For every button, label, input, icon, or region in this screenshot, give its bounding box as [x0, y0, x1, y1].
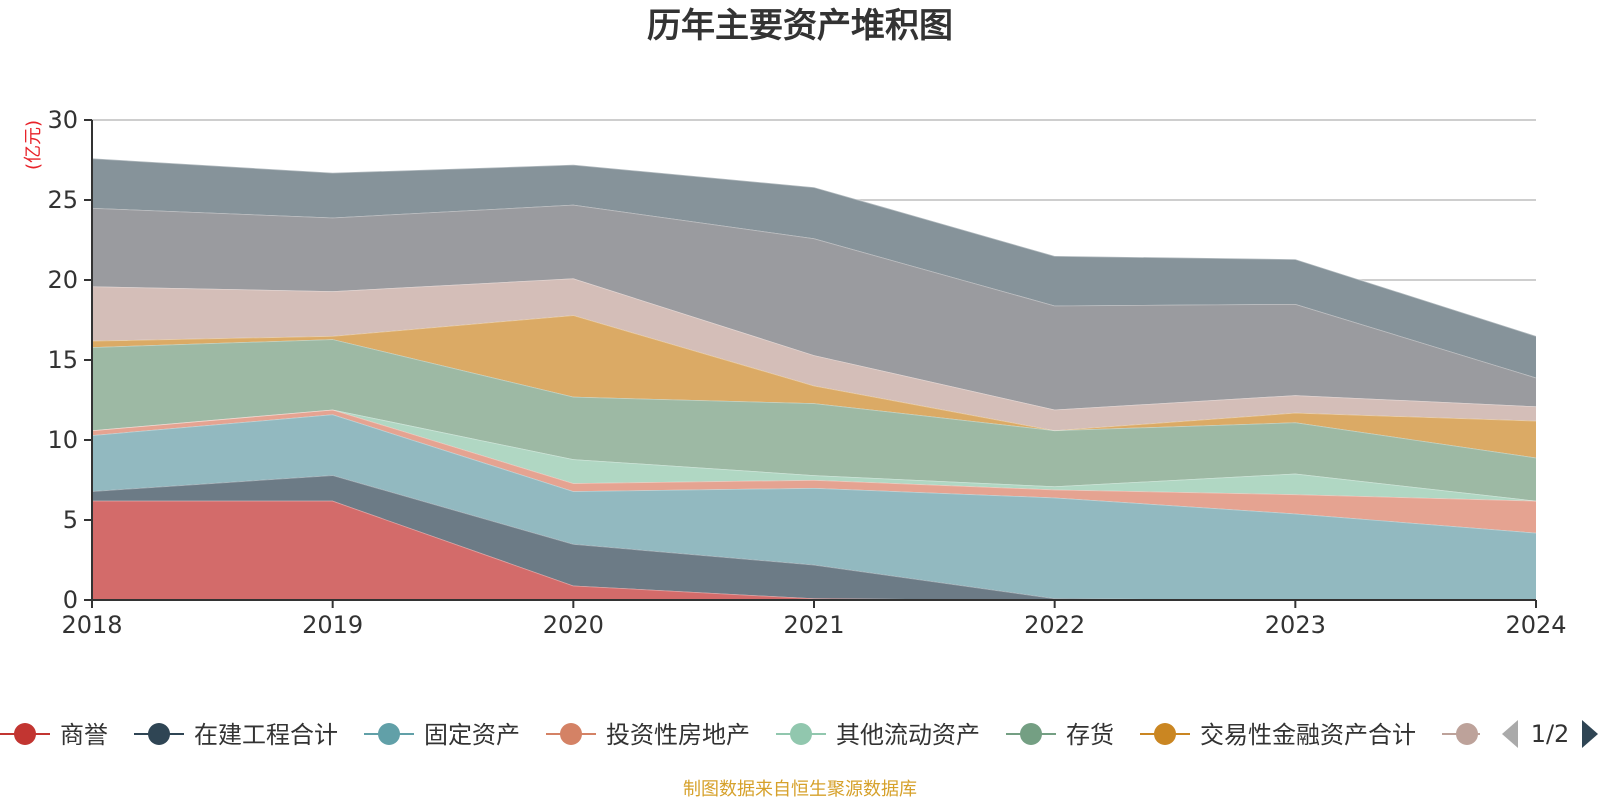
- area-series-2: [92, 475, 1536, 600]
- y-axis-unit-label: (亿元): [23, 120, 44, 170]
- area-series-10: [92, 158, 1536, 378]
- x-tick-label: 2022: [1024, 611, 1085, 639]
- area-series-5: [92, 409, 1536, 501]
- x-tick-label: 2019: [302, 611, 363, 639]
- area-series-6: [92, 339, 1536, 501]
- y-tick-label: 15: [47, 346, 78, 374]
- legend-item-6[interactable]: 存货: [1006, 721, 1114, 749]
- legend-label: 存货: [1066, 721, 1114, 749]
- x-tick-label: 2018: [61, 611, 122, 639]
- legend-marker-icon: [1456, 723, 1478, 745]
- y-tick-label: 30: [47, 106, 78, 134]
- x-tick-label: 2024: [1505, 611, 1566, 639]
- legend-prev-page-icon[interactable]: [1502, 720, 1518, 748]
- legend-label: 商誉: [60, 721, 108, 749]
- y-tick-label: 25: [47, 186, 78, 214]
- legend-next-page-icon[interactable]: [1582, 720, 1598, 748]
- y-tick-label: 10: [47, 426, 78, 454]
- x-tick-label: 2023: [1265, 611, 1326, 639]
- y-tick-label: 20: [47, 266, 78, 294]
- area-series-9: [92, 204, 1536, 410]
- area-series-4: [92, 409, 1536, 533]
- legend-marker-icon: [14, 723, 36, 745]
- legend-marker-icon: [790, 723, 812, 745]
- area-series-8: [92, 278, 1536, 431]
- legend-marker-icon: [560, 723, 582, 745]
- legend-item-8[interactable]: 应: [1442, 721, 1526, 749]
- legend-item-5[interactable]: 其他流动资产: [776, 721, 980, 749]
- legend-page-indicator: 1/2: [1531, 720, 1570, 748]
- legend: 商誉 在建工程合计 固定资产 投资性房地产 其他流动资产 存货 交易性金融资产合计应 1/2: [0, 720, 1598, 749]
- legend-item-3[interactable]: 固定资产: [364, 721, 520, 749]
- legend-item-7[interactable]: 交易性金融资产合计: [1140, 721, 1416, 749]
- area-series-edge: [91, 157, 1537, 337]
- area-series-3: [92, 414, 1536, 600]
- y-tick-label: 5: [63, 506, 78, 534]
- legend-marker-icon: [148, 723, 170, 745]
- x-tick-label: 2021: [783, 611, 844, 639]
- x-tick-label: 2020: [543, 611, 604, 639]
- legend-label: 在建工程合计: [194, 721, 338, 749]
- area-series: [91, 157, 1537, 601]
- area-series-1: [92, 500, 1536, 600]
- legend-item-2[interactable]: 在建工程合计: [134, 721, 338, 749]
- source-note: 制图数据来自恒生聚源数据库: [683, 779, 917, 800]
- legend-marker-icon: [1154, 723, 1176, 745]
- area-series-7: [92, 315, 1536, 458]
- legend-label: 投资性房地产: [606, 721, 750, 749]
- legend-item-4[interactable]: 投资性房地产: [546, 721, 750, 749]
- legend-label: 交易性金融资产合计: [1200, 721, 1416, 749]
- axes: 0 5 10 15 20 25 30 2018 2019 2020 2021 2022 2023 2024: [47, 106, 1566, 639]
- legend-marker-icon: [1020, 723, 1042, 745]
- legend-item-1[interactable]: 商誉: [0, 721, 108, 749]
- chart-title: 历年主要资产堆积图: [647, 6, 953, 46]
- legend-label: 其他流动资产: [836, 721, 980, 749]
- y-tick-label: 0: [63, 586, 78, 614]
- legend-marker-icon: [378, 723, 400, 745]
- legend-label: 固定资产: [424, 721, 520, 749]
